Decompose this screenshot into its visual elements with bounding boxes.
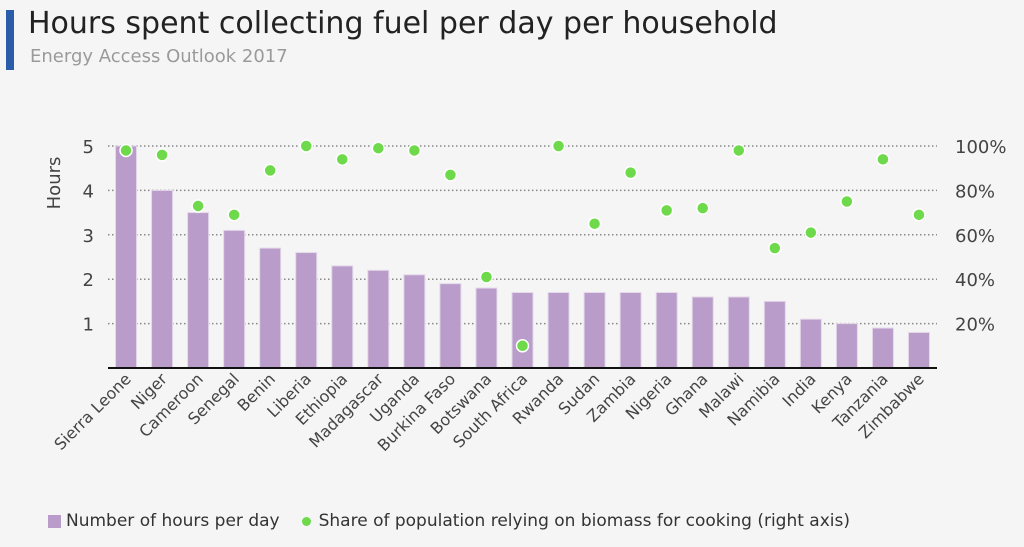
- y-axis-label: Hours: [44, 157, 65, 210]
- dot-malawi: [732, 143, 746, 158]
- chart-subtitle: Energy Access Outlook 2017: [30, 46, 288, 67]
- bar-sudan: [583, 292, 606, 369]
- bar-liberia: [295, 252, 318, 369]
- dot-tanzania: [876, 152, 890, 167]
- dot-zambia: [623, 165, 638, 180]
- bar-namibia: [763, 300, 786, 369]
- dot-uganda: [407, 143, 422, 158]
- y-tick-label: 2: [83, 270, 94, 291]
- legend-swatch-bars: [48, 514, 61, 528]
- legend-swatch-dots: [301, 516, 311, 526]
- dot-niger: [155, 148, 169, 162]
- bar-zambia: [619, 292, 642, 369]
- legend-label-dots: Share of population relying on biomass f…: [318, 511, 851, 531]
- dot-sierra-leone: [119, 143, 133, 158]
- bar-malawi: [727, 296, 750, 369]
- legend-label-bars: Number of hours per day: [66, 511, 280, 531]
- y-tick-label: 4: [83, 181, 94, 202]
- dot-india: [804, 225, 818, 240]
- bar-india: [799, 318, 822, 369]
- bar-south-africa: [511, 292, 534, 369]
- dot-namibia: [768, 241, 782, 255]
- dot-nigeria: [659, 203, 674, 218]
- bar-tanzania: [871, 327, 894, 369]
- y2-tick-label: 100%: [955, 137, 1006, 158]
- bar-ghana: [691, 296, 714, 369]
- bar-senegal: [223, 229, 246, 369]
- dot-zimbabwe: [912, 208, 926, 222]
- dot-madagascar: [371, 141, 386, 155]
- dot-cameroon: [191, 199, 205, 213]
- dot-ghana: [695, 201, 710, 215]
- legend: Number of hours per day Share of populat…: [48, 511, 850, 531]
- bar-niger: [151, 189, 174, 369]
- y2-tick-label: 20%: [955, 315, 995, 336]
- bar-zimbabwe: [907, 331, 930, 369]
- accent-bar: [6, 10, 14, 70]
- y-tick-label: 1: [83, 315, 94, 336]
- y2-tick-label: 60%: [955, 226, 995, 247]
- dot-kenya: [840, 194, 854, 209]
- dot-senegal: [227, 208, 241, 222]
- y2-tick-label: 80%: [955, 181, 995, 202]
- dot-botswana: [479, 270, 494, 284]
- bar-burkina-faso: [439, 283, 462, 369]
- bar-sierra-leone: [115, 145, 138, 369]
- bar-kenya: [835, 323, 858, 369]
- dot-ethiopia: [335, 152, 350, 167]
- bar-ethiopia: [331, 265, 354, 369]
- y-tick-label: 3: [83, 226, 94, 247]
- dot-rwanda: [551, 139, 566, 153]
- bar-nigeria: [655, 292, 678, 369]
- bar-uganda: [403, 274, 426, 369]
- bar-cameroon: [187, 212, 210, 369]
- bar-rwanda: [547, 292, 570, 369]
- bar-benin: [259, 247, 282, 369]
- chart-title: Hours spent collecting fuel per day per …: [28, 6, 778, 41]
- dot-south-africa: [515, 339, 530, 353]
- dot-liberia: [299, 139, 313, 153]
- bar-botswana: [475, 287, 498, 369]
- y2-tick-label: 40%: [955, 270, 995, 291]
- dot-benin: [263, 163, 277, 178]
- dot-sudan: [587, 216, 602, 231]
- y-tick-label: 5: [83, 137, 94, 158]
- x-tick-label: Sierra Leone: [50, 369, 134, 453]
- dot-burkina-faso: [443, 168, 458, 182]
- bar-madagascar: [367, 269, 390, 369]
